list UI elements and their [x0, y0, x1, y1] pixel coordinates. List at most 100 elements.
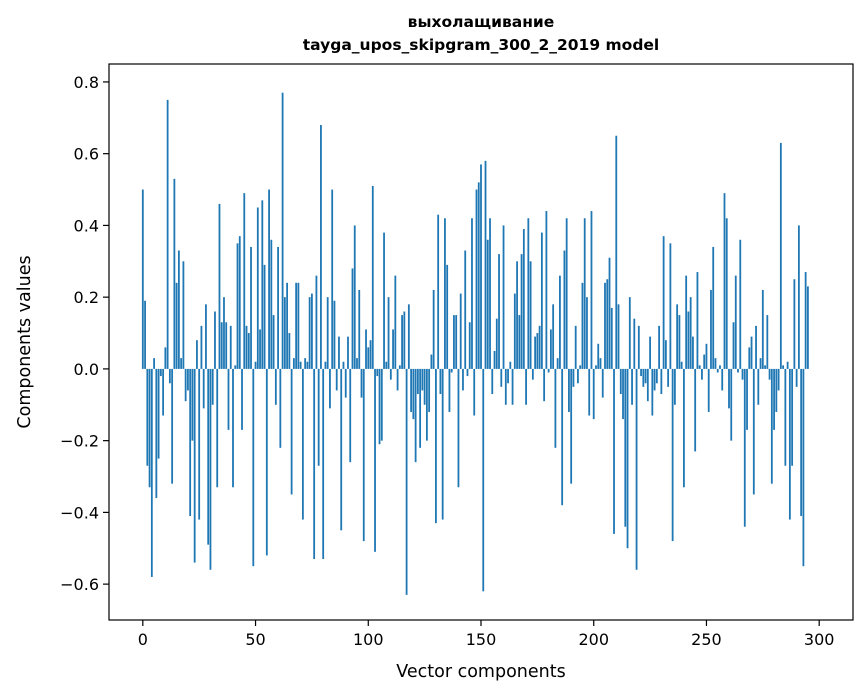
bar — [579, 365, 582, 369]
bar — [716, 368, 719, 373]
bar — [344, 368, 347, 398]
bar — [495, 318, 498, 369]
bar — [288, 333, 291, 369]
bar — [757, 368, 760, 405]
bar — [401, 315, 403, 369]
bar — [335, 368, 338, 391]
bar — [340, 368, 343, 531]
bar — [770, 368, 773, 484]
bar — [664, 340, 667, 369]
bar — [457, 368, 460, 488]
bar — [536, 333, 539, 369]
bar — [531, 368, 534, 380]
bar — [601, 368, 604, 398]
x-tick-label: 0 — [138, 630, 148, 649]
bar — [150, 368, 153, 577]
bar — [698, 365, 701, 369]
bar — [207, 368, 210, 545]
bar — [146, 368, 149, 466]
bar — [177, 250, 180, 369]
bar — [279, 368, 282, 448]
bar — [229, 325, 232, 369]
chart-title: выхолащивание — [408, 13, 555, 31]
bar — [701, 368, 703, 380]
x-tick-label: 250 — [691, 630, 722, 649]
bar — [175, 282, 178, 369]
bar — [466, 368, 469, 377]
bar — [518, 315, 521, 369]
bar — [649, 336, 651, 369]
bar — [768, 368, 771, 380]
bar — [365, 329, 367, 369]
bar — [376, 368, 379, 377]
x-axis-label: Vector components — [396, 662, 565, 682]
bar — [613, 368, 615, 534]
bar — [791, 368, 794, 466]
bar — [509, 361, 512, 369]
bar — [241, 368, 243, 430]
bar — [473, 368, 476, 416]
bar — [554, 368, 557, 448]
bar — [540, 232, 543, 369]
bar — [671, 368, 674, 542]
bar — [721, 368, 724, 391]
bar — [570, 368, 573, 484]
bar — [261, 200, 264, 369]
bar — [500, 368, 503, 387]
bar — [617, 304, 620, 369]
bar — [590, 211, 593, 369]
bar — [394, 275, 397, 369]
bar — [232, 368, 234, 488]
bar — [577, 368, 579, 384]
bar — [631, 368, 633, 405]
bar — [290, 368, 293, 495]
bar — [606, 279, 609, 369]
bar — [182, 261, 185, 369]
bar — [439, 368, 442, 395]
chart-subtitle: tayga_upos_skipgram_300_2_2019 model — [303, 36, 660, 54]
bar — [329, 368, 331, 409]
bar — [315, 275, 318, 369]
bar — [412, 368, 415, 420]
bar — [214, 311, 216, 369]
bar — [322, 368, 325, 560]
x-tick-label: 300 — [804, 630, 835, 649]
bar — [265, 368, 268, 556]
bar — [563, 250, 566, 369]
bar — [653, 368, 656, 391]
bar — [737, 368, 739, 373]
bar — [250, 246, 252, 369]
bar — [779, 142, 782, 369]
bar — [633, 318, 636, 369]
bar — [784, 368, 787, 466]
bar — [599, 358, 602, 369]
bar — [689, 297, 692, 369]
bar — [168, 368, 171, 384]
bar — [683, 368, 685, 488]
bar — [676, 304, 679, 369]
bar — [746, 368, 748, 430]
bar — [189, 368, 192, 516]
bar — [710, 289, 712, 369]
bar — [410, 368, 413, 412]
bar — [626, 368, 629, 549]
bar — [655, 368, 658, 384]
bar — [486, 239, 489, 369]
bar — [804, 272, 807, 369]
bar — [405, 368, 408, 595]
bar — [455, 315, 458, 369]
bar — [464, 250, 467, 369]
bar — [673, 368, 676, 405]
bar — [225, 322, 228, 369]
bar — [295, 282, 298, 369]
bar — [552, 304, 555, 369]
bar — [324, 361, 327, 369]
bar — [353, 225, 356, 369]
bar — [313, 368, 316, 560]
bar — [419, 368, 422, 448]
bar — [543, 368, 546, 402]
bar — [703, 354, 706, 369]
bar — [299, 361, 302, 369]
bar — [572, 368, 575, 387]
